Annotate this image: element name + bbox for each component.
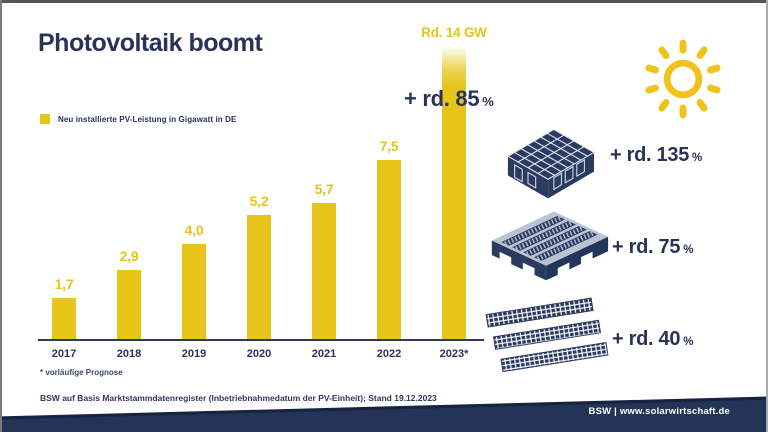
footer-website: BSW | www.solarwirtschaft.de <box>588 406 730 417</box>
axis-label-2017: 2017 <box>51 348 77 360</box>
axis-label-2020: 2020 <box>246 348 272 360</box>
axis-label-2019: 2019 <box>181 348 207 360</box>
axis-label-2018: 2018 <box>116 348 142 360</box>
window-edge-top <box>0 0 768 3</box>
window-edge-left <box>0 0 2 432</box>
bar-value-2017: 1,7 <box>54 276 74 292</box>
rooftop-growth-value: + rd. 135 <box>610 144 690 166</box>
total-growth-annotation: + rd. 85% <box>404 86 494 112</box>
percent-sign: % <box>683 336 694 348</box>
bar-2023* <box>442 46 466 339</box>
axis-label-2022: 2022 <box>376 348 402 360</box>
sun-icon <box>645 39 721 119</box>
axis-label-2021: 2021 <box>311 348 337 360</box>
bar-2020 <box>247 215 271 339</box>
commercial-roof-pv-icon <box>491 211 609 281</box>
percent-sign: % <box>683 244 694 256</box>
bar-2022 <box>377 160 401 339</box>
bar-value-2018: 2,9 <box>119 248 139 264</box>
legend-label: Neu installierte PV-Leistung in Gigawatt… <box>58 114 237 124</box>
bar-value-2019: 4,0 <box>184 222 204 238</box>
bar-value-2022: 7,5 <box>379 138 399 154</box>
bar-2018 <box>117 270 141 339</box>
ground-mount-pv-icon <box>485 297 609 373</box>
chart-legend: Neu installierte PV-Leistung in Gigawatt… <box>40 114 236 124</box>
ground-growth-value: + rd. 40 <box>612 328 681 350</box>
bar-2019 <box>182 244 206 339</box>
legend-swatch <box>40 114 50 124</box>
percent-sign: % <box>692 152 702 164</box>
axis-label-2023*: 2023* <box>439 348 469 360</box>
x-axis <box>38 339 484 341</box>
bar-2021 <box>312 203 336 339</box>
house-pv-icon <box>506 128 596 199</box>
window-edge-right <box>766 0 768 432</box>
rooftop-growth-label: + rd. 135% <box>610 144 702 167</box>
bar-chart: 1,7 2017 2,9 2018 4,0 2019 5,2 2020 5,7 2021 7,5 20… <box>38 20 487 360</box>
footnote-source: BSW auf Basis Marktstammdatenregister (I… <box>40 393 437 403</box>
bar-value-2021: 5,7 <box>314 181 334 197</box>
percent-sign: % <box>482 94 494 109</box>
bar-value-2020: 5,2 <box>249 193 269 209</box>
commercial-growth-value: + rd. 75 <box>612 236 681 258</box>
commercial-growth-label: + rd. 75% <box>612 236 693 259</box>
bar-value-2023*: Rd. 14 GW <box>421 25 487 40</box>
footnote-prognose: * vorläufige Prognose <box>40 368 123 377</box>
page-title: Photovoltaik boomt <box>38 29 263 57</box>
bar-2017 <box>52 298 76 339</box>
total-growth-value: + rd. 85 <box>404 86 480 111</box>
ground-growth-label: + rd. 40% <box>612 328 693 351</box>
